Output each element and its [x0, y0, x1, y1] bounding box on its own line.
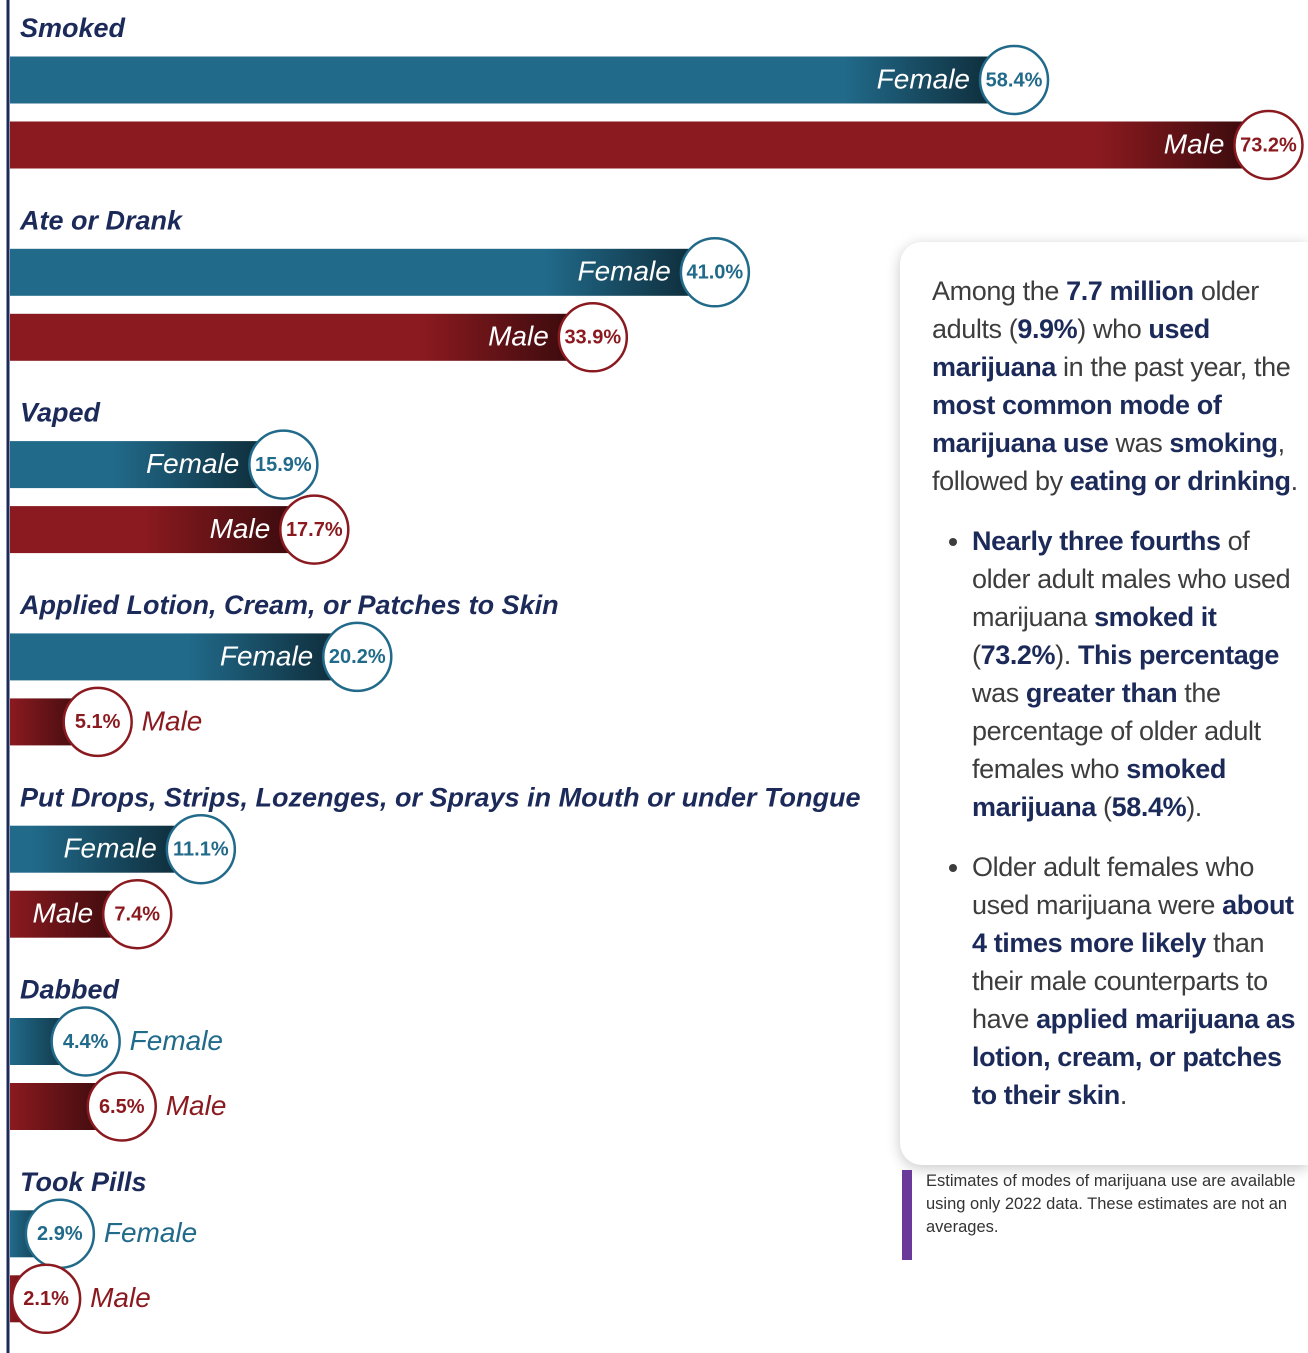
category-label: Dabbed	[20, 975, 120, 1005]
series-label: Female	[146, 448, 239, 479]
category-label: Took Pills	[20, 1167, 147, 1197]
text-run: the percentage of older adult females wh…	[972, 678, 1261, 784]
text-run: was	[972, 678, 1026, 708]
value-badge	[86, 1071, 157, 1142]
text-run: about 4 times more likely	[972, 890, 1294, 958]
text-run: most common mode of marijuana use	[932, 390, 1222, 458]
value-badge	[978, 44, 1050, 116]
value-label: 73.2%	[1240, 134, 1297, 156]
callout-bullets: Nearly three fourths of older adult male…	[932, 522, 1302, 1114]
text-run: ) who	[1077, 314, 1149, 344]
text-run: Older adult females who used marijuana w…	[972, 852, 1254, 920]
value-badge	[557, 302, 629, 373]
text-run: (	[1095, 792, 1112, 822]
text-run: (	[972, 640, 981, 670]
value-label: 5.1%	[75, 711, 121, 733]
text-run: than their male counterparts to have	[972, 928, 1268, 1034]
value-label: 58.4%	[986, 69, 1043, 91]
callout-paragraph: Among the 7.7 million older adults (9.9%…	[932, 272, 1302, 500]
value-label: 33.9%	[564, 327, 621, 349]
text-run: 73.2%	[980, 640, 1056, 670]
text-run: 58.4%	[1111, 792, 1187, 822]
text-run: eating or drinking	[1069, 466, 1291, 496]
bullet: Older adult females who used marijuana w…	[972, 848, 1302, 1114]
text-run: applied marijuana as lotion, cream, or p…	[972, 1004, 1296, 1110]
bullet: Nearly three fourths of older adult male…	[972, 522, 1302, 826]
text-run: .	[1119, 1080, 1128, 1110]
value-badge	[101, 878, 173, 950]
value-label: 2.1%	[23, 1288, 69, 1310]
series-label: Male	[166, 1090, 227, 1121]
text-run: 9.9%	[1017, 314, 1078, 344]
series-label: Male	[142, 705, 203, 736]
text-run: of older adult males who used marijuana	[972, 526, 1291, 632]
value-badge	[322, 621, 393, 693]
text-run: Among the	[932, 276, 1067, 306]
category-label: Smoked	[20, 13, 126, 43]
text-run: was	[1108, 428, 1170, 458]
value-badge	[62, 686, 133, 758]
bar	[10, 441, 284, 489]
series-label: Female	[104, 1217, 197, 1248]
value-label: 17.7%	[286, 519, 343, 541]
value-badge	[1233, 109, 1304, 181]
text-run: ).	[1186, 792, 1202, 822]
bar	[10, 506, 315, 554]
bar	[10, 248, 715, 296]
bar	[10, 633, 358, 681]
text-run: smoking	[1169, 428, 1278, 458]
value-label: 4.4%	[63, 1031, 109, 1053]
bar	[10, 56, 1015, 104]
value-badge	[679, 237, 751, 308]
bar	[10, 313, 593, 361]
bar	[10, 121, 1269, 169]
text-run: Nearly three fourths	[972, 526, 1221, 556]
text-run: smoked it	[1094, 602, 1217, 632]
text-run: used marijuana	[932, 314, 1210, 382]
series-label: Female	[877, 63, 970, 94]
callout-card: Among the 7.7 million older adults (9.9%…	[900, 242, 1308, 1165]
category-label: Applied Lotion, Cream, or Patches to Ski…	[19, 590, 559, 620]
value-badge	[279, 494, 350, 565]
text-run: This percentage	[1077, 640, 1280, 670]
text-run: older adults (	[932, 276, 1259, 344]
series-label: Female	[220, 640, 313, 671]
series-label: Male	[33, 898, 94, 929]
category-label: Ate or Drank	[19, 205, 184, 235]
text-run: , followed by	[932, 428, 1285, 496]
footnote: Estimates of modes of marijuana use are …	[902, 1170, 1308, 1260]
text-run: 7.7 million	[1066, 276, 1194, 306]
text-run: .	[1290, 466, 1299, 496]
value-badge	[50, 1006, 121, 1077]
series-label: Male	[90, 1282, 151, 1313]
series-label: Female	[63, 833, 156, 864]
text-run: smoked marijuana	[972, 754, 1226, 822]
text-run: greater than	[1025, 678, 1178, 708]
value-label: 20.2%	[329, 646, 386, 668]
value-badge	[248, 429, 319, 500]
series-label: Female	[577, 256, 670, 287]
text-run: ).	[1055, 640, 1078, 670]
series-label: Male	[488, 321, 549, 352]
series-label: Male	[210, 513, 271, 544]
value-label: 15.9%	[255, 454, 312, 476]
series-label: Female	[130, 1025, 223, 1056]
value-label: 11.1%	[173, 838, 229, 860]
value-label: 41.0%	[687, 262, 744, 284]
value-label: 2.9%	[37, 1223, 83, 1245]
value-badge	[10, 1263, 82, 1335]
value-label: 6.5%	[99, 1096, 145, 1118]
value-badge	[165, 813, 237, 885]
category-label: Put Drops, Strips, Lozenges, or Sprays i…	[20, 782, 861, 812]
value-label: 7.4%	[114, 903, 160, 925]
series-label: Male	[1164, 128, 1225, 159]
category-label: Vaped	[20, 398, 101, 428]
text-run: in the past year, the	[1055, 352, 1291, 382]
